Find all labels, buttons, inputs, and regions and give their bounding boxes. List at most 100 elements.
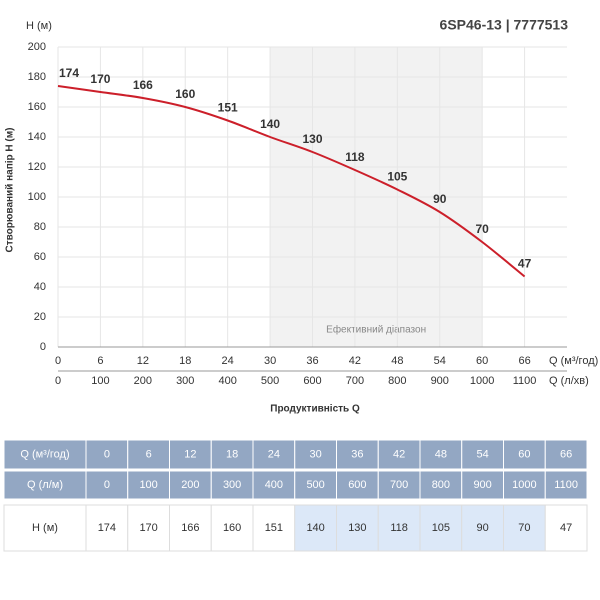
y-tick-label: 140 — [28, 131, 46, 143]
table-cell — [210, 470, 254, 500]
y-tick-label: 0 — [40, 341, 46, 353]
table-cell — [461, 439, 504, 470]
table-cell — [169, 439, 212, 470]
table-cell-text: 140 — [306, 522, 324, 534]
table-cell — [419, 439, 463, 470]
table-cell — [210, 439, 254, 470]
y-tick-label: 60 — [34, 251, 46, 263]
data-label: 105 — [387, 170, 407, 184]
table-cell — [294, 470, 337, 500]
x2-tick-label: 200 — [134, 375, 152, 387]
table-cell — [377, 439, 421, 470]
table-cell — [544, 470, 588, 500]
table-cell — [127, 439, 170, 470]
data-label: 118 — [345, 150, 365, 164]
table-cell — [294, 504, 337, 552]
table-cell — [169, 470, 212, 500]
x-tick-label: 12 — [137, 355, 149, 367]
table-cell-text: 170 — [139, 522, 157, 534]
table-cell-text: 166 — [181, 522, 199, 534]
data-label: 166 — [133, 78, 153, 92]
curve — [57, 85, 526, 278]
table-cell-text: 151 — [265, 522, 283, 534]
table-cell-text: 48 — [435, 448, 447, 460]
table-cell-text: 500 — [306, 479, 324, 491]
y-axis-label: Створюваний напір Н (м) — [5, 128, 16, 253]
table-cell — [377, 504, 421, 552]
table-cell-text: 18 — [226, 448, 238, 460]
x-axis-label: Продуктивність Q — [270, 404, 360, 415]
table-cell-text: 130 — [348, 522, 366, 534]
x2-tick-label: 100 — [91, 375, 109, 387]
table-cell — [127, 504, 170, 552]
x2-tick-label: 900 — [431, 375, 449, 387]
data-label: 130 — [302, 132, 322, 146]
y-tick-label: 180 — [28, 71, 46, 83]
data-label: 90 — [433, 192, 447, 206]
table-cell — [252, 504, 296, 552]
table-cell — [252, 470, 296, 500]
data-label: 174 — [59, 66, 79, 80]
table-cell-text: 600 — [348, 479, 366, 491]
x2-tick-label: 300 — [176, 375, 194, 387]
x2-tick-label: 800 — [388, 375, 406, 387]
table-cell-text: 60 — [518, 448, 530, 460]
y-tick-label: 160 — [28, 101, 46, 113]
y-tick-label: 40 — [34, 281, 46, 293]
x2-tick-label: 1000 — [470, 375, 494, 387]
y-tick-label: 200 — [28, 41, 46, 53]
y-unit-label: Н (м) — [26, 20, 52, 32]
table-cell — [461, 504, 504, 552]
data-label: 170 — [90, 72, 110, 86]
table-cell — [252, 439, 296, 470]
x-tick-label: 54 — [434, 355, 446, 367]
table-cell — [503, 439, 546, 470]
x-tick-label: 60 — [476, 355, 488, 367]
table-cell-text: 54 — [477, 448, 489, 460]
table-cell-text: 900 — [473, 479, 491, 491]
table-cell-text: 90 — [477, 522, 489, 534]
table-cell — [294, 439, 337, 470]
x2-tick-label: 400 — [218, 375, 236, 387]
table-cell — [503, 470, 546, 500]
table-cell-text: 200 — [181, 479, 199, 491]
table-cell-text: 30 — [310, 448, 322, 460]
table-cell — [336, 439, 379, 470]
x2-unit-label: Q (л/хв) — [549, 375, 589, 387]
table-cell — [544, 504, 588, 552]
table-cell-text: 160 — [223, 522, 241, 534]
table-cell-text: 24 — [268, 448, 280, 460]
x-tick-label: 36 — [306, 355, 318, 367]
y-tick-label: 120 — [28, 161, 46, 173]
table-cell — [503, 504, 546, 552]
table-cell — [210, 504, 254, 552]
x-tick-label: 6 — [97, 355, 103, 367]
x-tick-label: 30 — [264, 355, 276, 367]
x-tick-label: 0 — [55, 355, 61, 367]
table-cell — [85, 470, 129, 500]
x2-tick-label: 1100 — [513, 375, 537, 387]
x2-tick-label: 500 — [261, 375, 279, 387]
table-cell — [419, 470, 463, 500]
x2-tick-label: 600 — [303, 375, 321, 387]
band-label: Ефективний діапазон — [326, 324, 426, 336]
table-cell-text: 400 — [265, 479, 283, 491]
table-cell — [461, 470, 504, 500]
data-label: 160 — [175, 87, 195, 101]
table-row-header: Q (л/м) — [27, 479, 63, 491]
table-cell-text: 100 — [139, 479, 157, 491]
table-cell — [85, 439, 129, 470]
table-cell-text: 70 — [518, 522, 530, 534]
y-tick-label: 20 — [34, 311, 46, 323]
table-cell-text: 800 — [432, 479, 450, 491]
chart-title: 6SP46-13 | 7777513 — [440, 17, 569, 33]
table-cell-text: 6 — [146, 448, 152, 460]
table-cell-text: 105 — [432, 522, 450, 534]
x-tick-label: 18 — [179, 355, 191, 367]
table-cell — [127, 470, 170, 500]
table-cell-text: 36 — [351, 448, 363, 460]
x-tick-label: 42 — [349, 355, 361, 367]
table-cell-text: 0 — [104, 479, 110, 491]
x-tick-label: 24 — [222, 355, 234, 367]
